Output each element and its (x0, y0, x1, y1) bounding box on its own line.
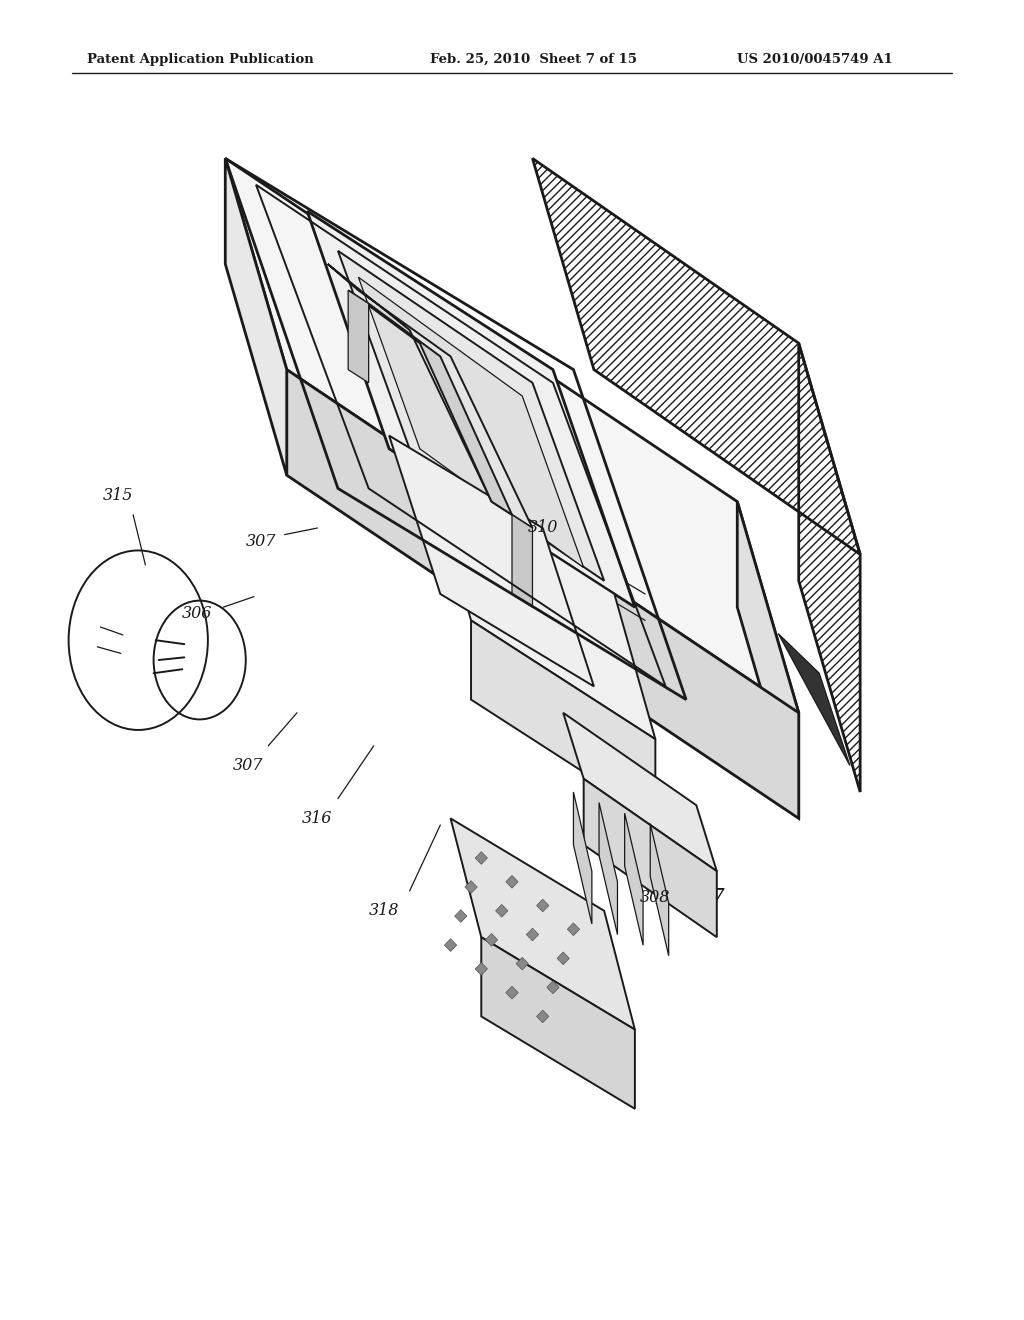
Text: Feb. 25, 2010  Sheet 7 of 15: Feb. 25, 2010 Sheet 7 of 15 (430, 53, 637, 66)
Polygon shape (481, 937, 635, 1109)
Text: 307: 307 (232, 758, 263, 774)
Polygon shape (471, 620, 655, 818)
Polygon shape (358, 277, 584, 568)
Polygon shape (389, 436, 594, 686)
Text: 310: 310 (527, 520, 558, 536)
Polygon shape (573, 792, 592, 924)
Polygon shape (475, 962, 487, 975)
Polygon shape (348, 290, 369, 383)
Text: 318: 318 (369, 903, 399, 919)
Polygon shape (465, 880, 477, 894)
Polygon shape (516, 957, 528, 970)
Polygon shape (287, 370, 799, 818)
Polygon shape (526, 928, 539, 941)
Polygon shape (475, 851, 487, 865)
Polygon shape (567, 923, 580, 936)
Polygon shape (225, 158, 799, 713)
Polygon shape (537, 899, 549, 912)
Polygon shape (599, 803, 617, 935)
Polygon shape (430, 475, 655, 739)
Polygon shape (799, 343, 860, 792)
Text: FIG. 7: FIG. 7 (655, 887, 725, 908)
Text: 306: 306 (181, 606, 212, 622)
Polygon shape (451, 818, 635, 1030)
Polygon shape (338, 251, 604, 581)
Text: 307: 307 (246, 533, 276, 549)
Text: 316: 316 (302, 810, 333, 826)
Text: 315: 315 (102, 487, 133, 503)
Polygon shape (625, 813, 643, 945)
Polygon shape (307, 211, 635, 607)
Polygon shape (537, 1010, 549, 1023)
Polygon shape (496, 904, 508, 917)
Polygon shape (532, 158, 860, 554)
Polygon shape (328, 264, 532, 528)
Polygon shape (512, 515, 532, 607)
Polygon shape (584, 779, 717, 937)
Polygon shape (485, 933, 498, 946)
Polygon shape (506, 875, 518, 888)
Polygon shape (557, 952, 569, 965)
Polygon shape (348, 290, 512, 515)
Polygon shape (778, 634, 850, 766)
Polygon shape (547, 981, 559, 994)
Text: US 2010/0045749 A1: US 2010/0045749 A1 (737, 53, 893, 66)
Polygon shape (650, 824, 669, 956)
Polygon shape (444, 939, 457, 952)
Text: 308: 308 (640, 890, 671, 906)
Polygon shape (737, 502, 799, 818)
Polygon shape (225, 158, 287, 475)
Polygon shape (455, 909, 467, 923)
Text: Patent Application Publication: Patent Application Publication (87, 53, 313, 66)
Polygon shape (563, 713, 717, 871)
Polygon shape (506, 986, 518, 999)
